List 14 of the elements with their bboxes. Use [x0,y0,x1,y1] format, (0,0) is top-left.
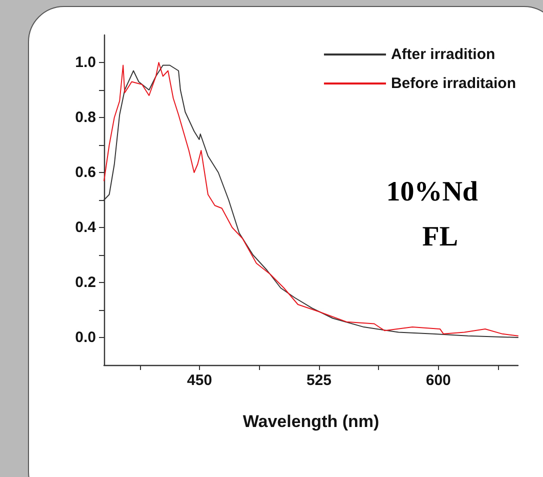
x-axis-title: Wavelength (nm) [242,412,380,431]
y-tick-label: 1.0 [75,54,96,71]
annotation: 10%Nd [386,176,478,208]
y-tick-label: 0.0 [75,329,96,346]
y-tick-label: 0.6 [75,164,96,181]
y-tick-label: 0.4 [75,219,97,236]
x-tick-label: 450 [187,372,212,389]
x-tick-label: 600 [426,372,451,389]
annotation: FL [422,222,458,252]
x-tick-label: 525 [306,372,332,389]
legend-label: After irradition [390,46,496,63]
y-tick-label: 0.2 [75,274,96,291]
y-tick-label: 0.8 [75,109,96,126]
legend-label: Before irraditaion [390,75,516,92]
